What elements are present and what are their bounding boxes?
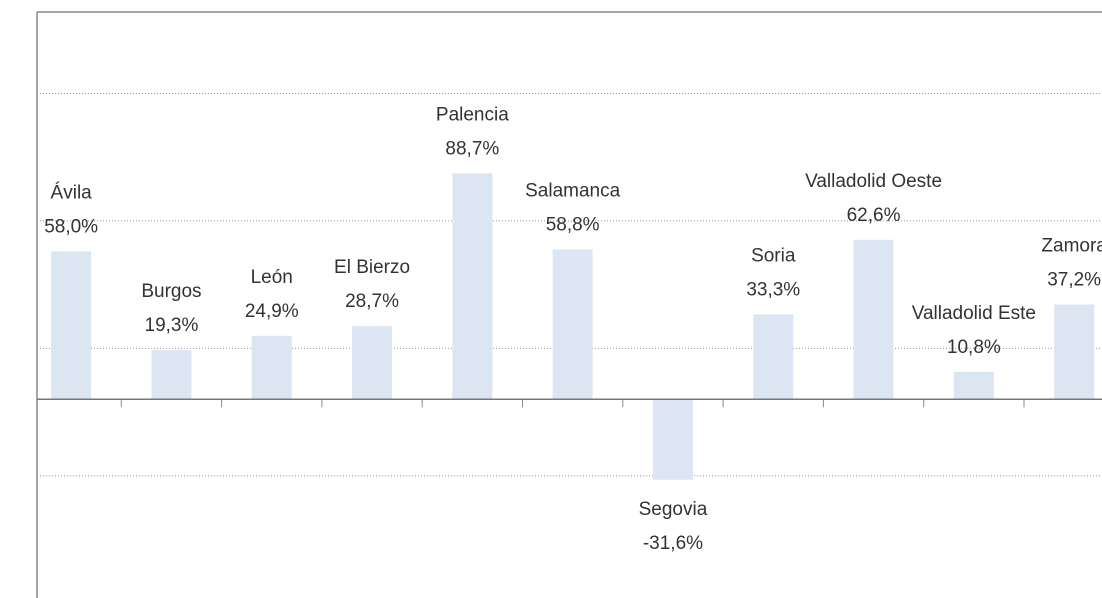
value-label: 33,3% — [746, 279, 800, 300]
bar — [452, 173, 493, 400]
bar — [853, 239, 894, 400]
bar — [251, 335, 292, 400]
category-label: Zamora — [1041, 236, 1102, 257]
bar — [51, 251, 92, 400]
category-label: Ávila — [51, 183, 93, 204]
value-label: 58,8% — [546, 214, 600, 235]
value-label: 19,3% — [145, 315, 199, 336]
category-label: El Bierzo — [334, 257, 410, 278]
category-label: Segovia — [639, 499, 708, 520]
value-label: 62,6% — [847, 205, 901, 226]
bar — [1054, 304, 1095, 400]
value-label: -31,6% — [643, 533, 703, 554]
bar — [352, 326, 393, 400]
value-label: 28,7% — [345, 291, 399, 312]
bar — [953, 371, 994, 400]
value-label: 88,7% — [445, 138, 499, 159]
category-label: Palencia — [436, 104, 509, 125]
bar — [652, 399, 693, 480]
category-label: Valladolid Oeste — [805, 171, 942, 192]
category-label: León — [251, 267, 293, 288]
category-label: Burgos — [141, 281, 201, 302]
bar — [552, 249, 593, 400]
value-label: 58,0% — [44, 217, 98, 238]
value-label: 37,2% — [1047, 270, 1101, 291]
value-label: 24,9% — [245, 301, 299, 322]
category-label: Valladolid Este — [912, 303, 1036, 324]
value-label: 10,8% — [947, 337, 1001, 358]
category-label: Soria — [751, 245, 796, 266]
bar — [151, 350, 192, 400]
bar — [753, 314, 794, 400]
category-label: Salamanca — [525, 180, 620, 201]
